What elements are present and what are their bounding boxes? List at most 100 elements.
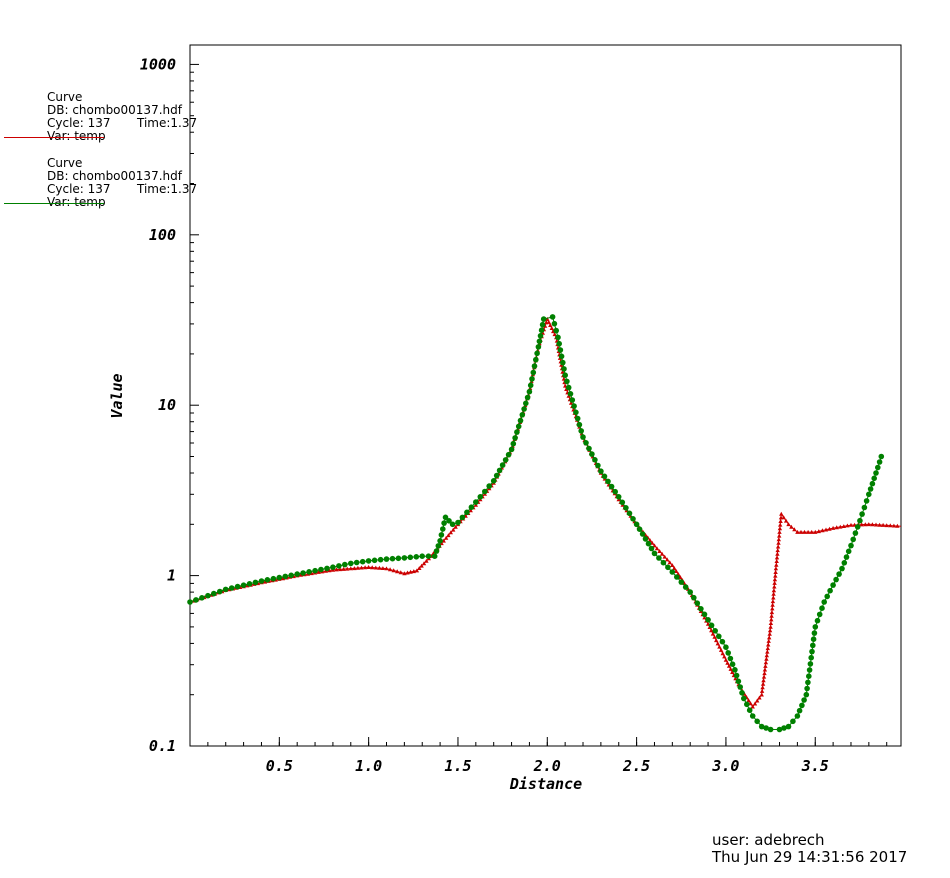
series-1-point xyxy=(805,529,811,534)
series-1-point xyxy=(327,568,332,573)
series-1-point xyxy=(877,522,882,527)
series-2-point xyxy=(850,536,856,543)
series-2-point xyxy=(708,622,715,629)
series-2-point xyxy=(562,372,568,379)
series-2-point xyxy=(371,557,378,564)
series-1-point xyxy=(654,546,660,551)
series-2-point xyxy=(845,548,852,555)
series-2-point xyxy=(533,356,539,363)
series-2-point xyxy=(841,560,848,566)
series-2-point xyxy=(493,472,500,479)
series-1-point xyxy=(334,567,339,572)
series-2-point xyxy=(282,573,289,580)
series-1-point xyxy=(775,551,780,556)
series-2-point xyxy=(517,417,524,424)
series-2-point xyxy=(741,695,747,702)
series-2-point xyxy=(732,667,738,673)
series-2-point xyxy=(852,530,859,536)
series-1-point xyxy=(776,537,781,542)
legend-time: Time:1.37 xyxy=(137,182,198,196)
series-2-point xyxy=(499,462,506,468)
series-2-point xyxy=(674,574,680,580)
series-2-point xyxy=(812,624,819,630)
series-2-point xyxy=(441,520,447,526)
series-1-point xyxy=(446,533,451,538)
series-2-point xyxy=(869,480,876,487)
series-1-point xyxy=(674,569,679,573)
series-2-point xyxy=(551,320,558,327)
series-2-point xyxy=(811,630,818,636)
legend-line-green xyxy=(4,203,104,204)
series-1-point xyxy=(770,602,775,607)
series-2-point xyxy=(565,384,572,391)
series-1-point xyxy=(778,519,783,523)
series-2-point xyxy=(809,648,815,655)
series-2-point xyxy=(530,369,537,376)
series-1-point xyxy=(863,522,868,527)
series-2-point xyxy=(555,334,561,341)
series-1-point xyxy=(730,670,735,674)
series-2-point xyxy=(830,582,836,588)
series-1-point xyxy=(827,526,832,531)
series-2-point xyxy=(459,514,466,521)
axes: 0.5 1.0 1.5 2.0 2.5 3.0 3.5 0.1 1 10 100 1000 xyxy=(140,55,888,775)
series-1-point xyxy=(763,664,768,668)
series-2-point xyxy=(348,560,354,567)
series-2-point xyxy=(873,470,879,476)
series-2-point xyxy=(419,553,426,559)
series-1-point xyxy=(770,599,776,604)
series-2-point xyxy=(601,473,608,480)
series-2-point xyxy=(567,391,574,397)
series-2-point xyxy=(739,690,745,696)
series-2-point xyxy=(433,548,440,554)
series-1-point xyxy=(802,529,807,534)
series-2-point xyxy=(561,366,567,372)
series-1-point xyxy=(771,591,776,596)
series-2-point xyxy=(538,327,545,334)
series-2-point xyxy=(560,359,566,366)
series-2-point xyxy=(781,725,787,731)
series-1-point xyxy=(548,323,553,327)
series-1-point xyxy=(670,563,675,567)
series-1-point xyxy=(786,522,791,527)
series-1-point xyxy=(777,526,783,531)
series-2-point xyxy=(698,606,704,612)
series-2-point xyxy=(694,600,701,606)
series-1-point xyxy=(766,642,771,647)
series-1-point xyxy=(765,646,770,651)
series-2-point xyxy=(733,672,740,679)
series-1-point xyxy=(778,522,783,527)
series-2-point xyxy=(359,558,366,565)
series-2-point xyxy=(531,363,538,369)
series-2-point xyxy=(808,654,814,661)
series-2-point xyxy=(651,550,658,557)
series-1-point xyxy=(772,577,778,582)
series-1-point xyxy=(895,523,900,528)
series-1-point xyxy=(820,528,825,533)
series-2-point xyxy=(526,388,533,395)
series-1-point xyxy=(728,667,733,671)
x-tick-label: 1.0 xyxy=(355,757,382,775)
series-2-point xyxy=(806,673,812,679)
series-1-point xyxy=(387,567,393,572)
series-1-point xyxy=(779,511,784,516)
series-1-point xyxy=(424,558,429,563)
series-1-point xyxy=(549,326,554,330)
series-2-point xyxy=(336,563,342,569)
series-1-point xyxy=(841,524,846,528)
series-2-point xyxy=(558,353,565,360)
series-2-point xyxy=(539,321,546,328)
series-2-point xyxy=(701,611,708,618)
series-2-point xyxy=(312,567,318,574)
y-tick-label: 100 xyxy=(149,226,176,244)
series-2-point xyxy=(234,583,241,590)
series-1-point xyxy=(419,563,424,568)
series-2-point xyxy=(534,350,540,357)
series-2-point xyxy=(576,421,583,428)
series-2-point xyxy=(407,554,414,561)
series-2-point xyxy=(758,723,765,730)
series-2-point xyxy=(389,555,396,562)
series-1-point xyxy=(722,654,727,659)
series-2-point xyxy=(626,510,633,517)
series-2-point xyxy=(678,579,685,585)
